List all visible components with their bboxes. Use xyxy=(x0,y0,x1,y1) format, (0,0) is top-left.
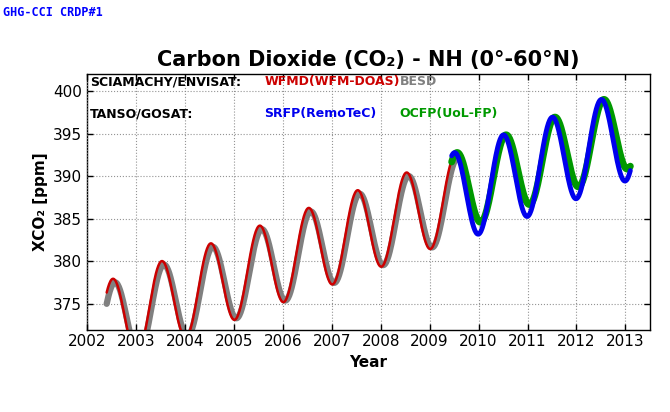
Text: TANSO/GOSAT:: TANSO/GOSAT: xyxy=(90,108,193,120)
Text: SRFP(RemoTeC): SRFP(RemoTeC) xyxy=(265,108,377,120)
Title: Carbon Dioxide (CO₂) - NH (0°-60°N): Carbon Dioxide (CO₂) - NH (0°-60°N) xyxy=(157,50,580,70)
Y-axis label: XCO₂ [ppm]: XCO₂ [ppm] xyxy=(33,152,48,251)
Text: WFMD(WFM-DOAS): WFMD(WFM-DOAS) xyxy=(265,75,400,89)
Text: OCFP(UoL-FP): OCFP(UoL-FP) xyxy=(399,108,498,120)
X-axis label: Year: Year xyxy=(350,355,387,370)
Text: SCIAMACHY/ENVISAT:: SCIAMACHY/ENVISAT: xyxy=(90,75,241,89)
Text: GHG-CCI CRDP#1: GHG-CCI CRDP#1 xyxy=(3,6,103,19)
Text: BESD: BESD xyxy=(399,75,437,89)
